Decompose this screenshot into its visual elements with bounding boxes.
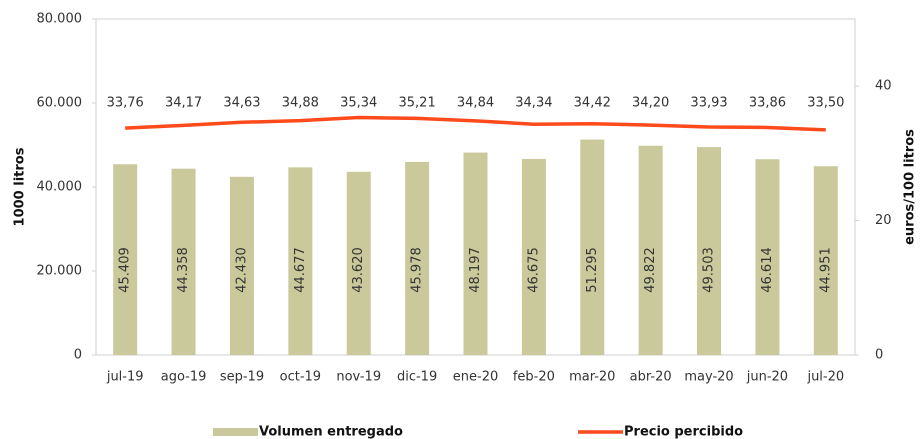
bar-value-label: 46.614: [760, 247, 775, 293]
line-value-label: 34,88: [282, 96, 319, 111]
x-tick-label: feb-20: [513, 370, 555, 385]
line-value-label: 34,84: [457, 96, 494, 111]
bar: [346, 171, 371, 355]
x-tick-label: jul-20: [806, 370, 844, 385]
x-tick-label: jul-19: [106, 370, 144, 385]
line-value-label: 34,63: [223, 96, 260, 111]
bar-value-label: 51.295: [585, 247, 600, 293]
line-value-label: 33,86: [749, 96, 786, 111]
y-axis-label: 1000 litros: [13, 147, 28, 226]
line-value-label: 34,34: [515, 96, 552, 111]
x-tick-label: may-20: [684, 370, 733, 385]
bar-value-label: 44.951: [818, 247, 833, 293]
legend-label: Volumen entregado: [259, 425, 403, 439]
bar: [697, 147, 722, 355]
bar-value-label: 42.430: [234, 247, 249, 293]
bar-value-label: 43.620: [351, 247, 366, 293]
y2-axis-label: euros/100 litros: [903, 129, 918, 245]
y-tick-label: 20.000: [37, 264, 83, 279]
x-tick-label: jun-20: [746, 370, 788, 385]
bar: [288, 167, 313, 355]
bar-value-label: 46.675: [526, 247, 541, 293]
line-value-label: 33,50: [807, 96, 844, 111]
bar: [405, 161, 430, 355]
line-value-label: 35,34: [340, 96, 377, 111]
x-tick-label: mar-20: [569, 370, 615, 385]
y-tick-label: 0: [74, 348, 82, 363]
bar: [755, 159, 780, 355]
bar-value-label: 44.358: [176, 247, 191, 293]
x-tick-label: abr-20: [630, 370, 672, 385]
bar-value-label: 45.409: [118, 247, 133, 293]
x-tick-label: ago-19: [161, 370, 207, 385]
line-value-label: 34,42: [574, 96, 611, 111]
bar: [463, 152, 488, 355]
y2-tick-label: 40: [875, 79, 892, 94]
line-value-label: 34,17: [165, 96, 202, 111]
bar-value-label: 44.677: [293, 247, 308, 293]
x-tick-label: sep-19: [220, 370, 264, 385]
line-value-label: 35,21: [399, 96, 436, 111]
y-tick-label: 80.000: [37, 12, 83, 27]
bar-value-label: 45.978: [410, 247, 425, 293]
bar: [113, 164, 138, 355]
bar: [171, 168, 196, 355]
x-tick-label: nov-19: [336, 370, 381, 385]
bar: [813, 166, 838, 355]
y2-tick-label: 20: [875, 213, 892, 228]
line-value-label: 33,93: [690, 96, 727, 111]
x-tick-label: ene-20: [453, 370, 498, 385]
line-value-label: 34,20: [632, 96, 669, 111]
x-tick-label: oct-19: [280, 370, 321, 385]
bar: [521, 158, 546, 355]
y-tick-label: 60.000: [37, 96, 83, 111]
y-tick-label: 40.000: [37, 180, 83, 195]
bar-value-label: 48.197: [468, 247, 483, 293]
bar-value-label: 49.822: [643, 247, 658, 293]
line: [125, 115, 826, 132]
legend-swatch: [213, 428, 258, 436]
legend-label: Precio percibido: [624, 425, 743, 439]
bar-value-label: 49.503: [702, 247, 717, 293]
bar: [229, 176, 254, 355]
line-value-label: 33,76: [107, 96, 144, 111]
bar: [580, 139, 605, 355]
bar: [638, 145, 663, 355]
x-tick-label: dic-19: [397, 370, 437, 385]
y2-tick-label: 0: [875, 348, 883, 363]
